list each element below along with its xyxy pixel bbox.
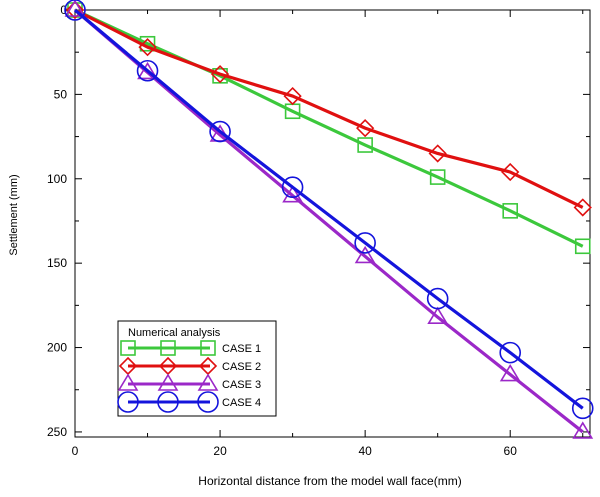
series-4-point-4: [354, 232, 376, 254]
plot-frame: [74, 9, 591, 438]
legend-marker-left-4: [117, 391, 139, 413]
legend-label-3: CASE 3: [222, 379, 261, 391]
series-2-point-6: [501, 162, 520, 182]
y-tick-label-1: 50: [54, 87, 68, 101]
series-3-point-1: [137, 61, 158, 80]
series-1-point-4: [357, 137, 373, 153]
series-2: [65, 0, 592, 217]
series-2-line: [74, 8, 584, 209]
series-2-point-4: [356, 119, 375, 138]
series-4-point-1: [136, 59, 159, 82]
series-3-point-0: [64, 0, 86, 17]
series-4-point-7: [571, 397, 594, 420]
series-4-point-2: [209, 120, 231, 143]
legend-marker-right-1: [200, 340, 216, 356]
x-tick-label-3: 60: [504, 444, 518, 458]
x-tick-label-2: 40: [358, 444, 372, 458]
legend-marker-right-3: [197, 373, 219, 391]
legend-marker-mid-3: [157, 373, 179, 391]
y-tick-label-0: 0: [60, 3, 67, 17]
y-axis-label: Settlement (mm): [8, 174, 20, 255]
legend-marker-mid-1: [160, 340, 176, 356]
x-axis-label: Horizontal distance from the model wall …: [198, 474, 461, 488]
series-1-line: [74, 8, 584, 248]
y-tick-label-3: 150: [47, 256, 67, 270]
series-4-point-5: [426, 287, 449, 310]
series-1-point-7: [574, 238, 591, 255]
series-4-line: [73, 8, 584, 410]
y-tick-label-2: 100: [47, 172, 67, 186]
legend-items: CASE 1 CASE 2 CASE 3 CASE 4: [117, 340, 261, 413]
series-2-point-5: [428, 144, 447, 163]
series-3-point-5: [427, 306, 449, 324]
legend-item-1: CASE 1: [120, 340, 261, 356]
legend-item-3: CASE 3: [117, 373, 261, 391]
y-tick-label-5: 250: [47, 425, 67, 439]
series-4-point-0: [64, 0, 86, 21]
series-3-point-4: [354, 245, 376, 264]
legend-marker-left-1: [120, 340, 136, 356]
series-2-point-2: [210, 65, 230, 84]
legend-label-1: CASE 1: [222, 343, 261, 355]
series-3-point-7: [572, 421, 594, 439]
series-layer: [64, 0, 594, 439]
legend-label-2: CASE 2: [222, 361, 261, 373]
series-3-point-3: [282, 185, 304, 203]
series-1: [67, 2, 591, 255]
series-2-point-1: [138, 37, 157, 57]
x-tick-label-0: 0: [72, 444, 79, 458]
series-4: [64, 0, 594, 420]
series-2-point-0: [65, 0, 85, 20]
legend-title: Numerical analysis: [128, 327, 221, 339]
series-4-point-3: [281, 176, 304, 199]
series-2-point-3: [283, 86, 302, 106]
legend-item-4: CASE 4: [117, 391, 261, 413]
series-1-point-5: [429, 169, 446, 185]
legend-box: [117, 320, 277, 417]
legend-label-4: CASE 4: [222, 397, 261, 409]
x-tick-label-1: 20: [213, 444, 227, 458]
series-3-point-6: [499, 363, 521, 382]
series-4-point-6: [499, 341, 522, 364]
legend-marker-right-4: [197, 391, 219, 413]
series-1-point-6: [502, 203, 519, 219]
series-2-point-7: [573, 198, 592, 217]
legend-marker-mid-4: [157, 391, 179, 413]
y-tick-label-4: 200: [47, 341, 67, 355]
legend-marker-left-3: [117, 373, 139, 391]
